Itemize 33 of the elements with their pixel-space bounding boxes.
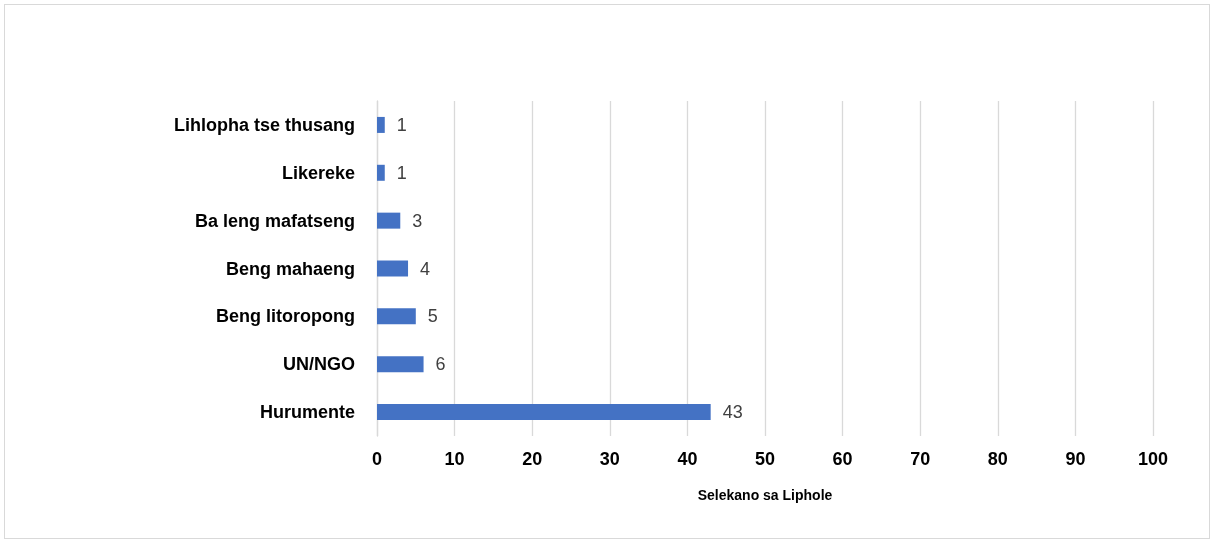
y-tick-label: Hurumente — [259, 402, 355, 423]
x-tick-label: 90 — [1065, 449, 1086, 469]
data-label: 6 — [435, 354, 446, 375]
y-tick-label: Likereke — [281, 162, 355, 183]
x-tick-label: 50 — [754, 449, 776, 469]
data-label: 1 — [396, 162, 407, 183]
x-tick-label: 30 — [599, 449, 620, 469]
y-tick-label: Lihlopha tse thusang — [173, 114, 355, 135]
data-label: 43 — [722, 402, 743, 423]
x-axis-title: Selekano sa Liphole — [697, 487, 833, 503]
y-tick-label: Ba leng mafatseng — [194, 210, 355, 231]
x-tick-label: 70 — [910, 449, 931, 469]
data-label: 5 — [427, 306, 438, 327]
x-tick-label: 20 — [522, 449, 543, 469]
bar — [377, 116, 385, 133]
x-tick-label: 80 — [987, 449, 1008, 469]
x-tick-label: 60 — [832, 449, 853, 469]
bar — [377, 212, 401, 229]
y-tick-label: UN/NGO — [283, 354, 355, 375]
y-tick-label: Beng mahaeng — [225, 258, 355, 279]
bar — [377, 404, 711, 421]
x-tick-label: 10 — [444, 449, 465, 469]
x-tick-label: 100 — [1137, 449, 1169, 469]
x-tick-label: 0 — [371, 449, 383, 469]
data-label: 3 — [412, 210, 423, 231]
y-tick-label: Beng litoropong — [216, 306, 355, 327]
bar — [377, 164, 385, 181]
x-tick-label: 40 — [677, 449, 698, 469]
bar — [377, 260, 409, 277]
data-label: 1 — [396, 114, 407, 135]
data-label: 4 — [420, 258, 431, 279]
bar — [377, 356, 424, 373]
bar — [377, 308, 416, 325]
